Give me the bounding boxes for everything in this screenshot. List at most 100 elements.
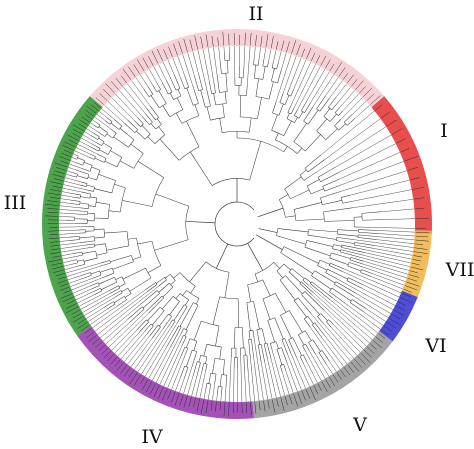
leaf-label-mark [284, 396, 288, 406]
branch-radial [159, 313, 169, 327]
branch-radial [249, 141, 262, 181]
leaf-label-mark [45, 215, 59, 217]
branch-radial [336, 240, 355, 244]
branch-arc [154, 134, 166, 144]
leaf-label-mark [400, 148, 410, 153]
branch-leaf [372, 273, 405, 286]
leaf-label-mark [174, 393, 180, 406]
leaf-label-mark [63, 290, 71, 294]
branch-leaf [220, 395, 222, 402]
branch-radial [80, 184, 87, 187]
leaf-label-mark [291, 40, 297, 54]
branch-leaf [84, 297, 114, 316]
branch-leaf [108, 310, 147, 348]
branch-leaf [330, 326, 358, 356]
branch-radial [254, 273, 259, 283]
branch-leaf [192, 51, 199, 74]
branch-leaf [254, 338, 264, 401]
branch-arc [308, 339, 313, 343]
branch-radial [198, 355, 201, 363]
branch-arc [93, 187, 95, 192]
branch-radial [150, 123, 156, 130]
branch-leaf [377, 233, 415, 237]
leaf-label-mark [375, 104, 383, 111]
branch-radial [317, 265, 328, 271]
branch-radial [98, 137, 105, 142]
branch-leaf [60, 201, 70, 204]
branch-leaf [67, 170, 72, 173]
branch-leaf [127, 335, 150, 365]
branch-radial [246, 302, 251, 331]
branch-leaf [273, 50, 277, 62]
branch-arc [151, 241, 162, 266]
branch-radial [91, 285, 100, 290]
leaf-label-mark [55, 273, 66, 277]
branch-radial [141, 116, 150, 125]
leaf-label-mark [411, 262, 420, 266]
branch-radial [248, 117, 252, 133]
branch-leaf [127, 83, 147, 109]
branch-arc [317, 177, 321, 182]
branch-radial [284, 338, 292, 354]
branch-radial [156, 118, 162, 125]
branch-radial [189, 261, 207, 283]
branch-arc [112, 132, 117, 139]
branch-radial [193, 321, 202, 341]
branch-arc [210, 372, 217, 375]
branch-radial [80, 196, 90, 199]
leaf-label-mark [280, 397, 285, 412]
branch-radial [303, 354, 308, 363]
branch-radial [304, 277, 312, 283]
leaf-label-mark [91, 338, 100, 345]
leaf-label-mark [297, 392, 302, 404]
branch-leaf [294, 64, 316, 108]
leaf-label-mark [381, 329, 389, 336]
branch-radial [138, 321, 149, 333]
branch-leaf [88, 309, 108, 322]
branch-radial [184, 330, 188, 336]
branch-leaf [82, 295, 113, 313]
leaf-label-mark [50, 189, 62, 192]
branch-radial [205, 364, 208, 373]
branch-leaf [333, 324, 361, 353]
branch-radial [217, 386, 219, 395]
leaf-label-mark [167, 390, 172, 400]
branch-radial [256, 329, 260, 345]
branch-leaf [62, 256, 74, 260]
leaf-label-mark [381, 111, 390, 119]
leaf-label-mark [85, 331, 95, 339]
branch-radial [292, 337, 302, 356]
leaf-label-mark [404, 285, 417, 291]
branch-arc [172, 319, 176, 322]
branch-radial [146, 295, 163, 312]
leaf-label-mark [78, 123, 86, 129]
branch-radial [85, 189, 94, 192]
branch-arc [316, 130, 326, 140]
branch-arc [302, 343, 306, 347]
branch-radial [192, 85, 199, 104]
branch-arc [272, 112, 280, 116]
branch-radial [182, 290, 187, 296]
leaf-label-mark [413, 255, 423, 258]
clade-band-vii [402, 230, 432, 298]
branch-radial [147, 307, 161, 322]
leaf-label-mark [99, 93, 108, 101]
branch-radial [70, 199, 81, 202]
branch-radial [71, 196, 81, 199]
branch-leaf [167, 357, 181, 388]
branch-leaf [63, 260, 71, 263]
leaf-label-mark [347, 364, 355, 373]
branch-radial [169, 92, 174, 100]
branch-leaf [340, 86, 351, 100]
branch-radial [276, 270, 283, 279]
branch-radial [70, 171, 78, 175]
branch-radial [86, 246, 96, 249]
branch-leaf [365, 252, 411, 264]
branch-leaf [60, 244, 87, 249]
branch-radial [90, 135, 98, 140]
branch-leaf [297, 66, 321, 109]
branch-radial [284, 176, 302, 190]
leaf-label-mark [148, 56, 154, 66]
branch-leaf [144, 71, 154, 86]
branch-leaf [94, 291, 148, 332]
